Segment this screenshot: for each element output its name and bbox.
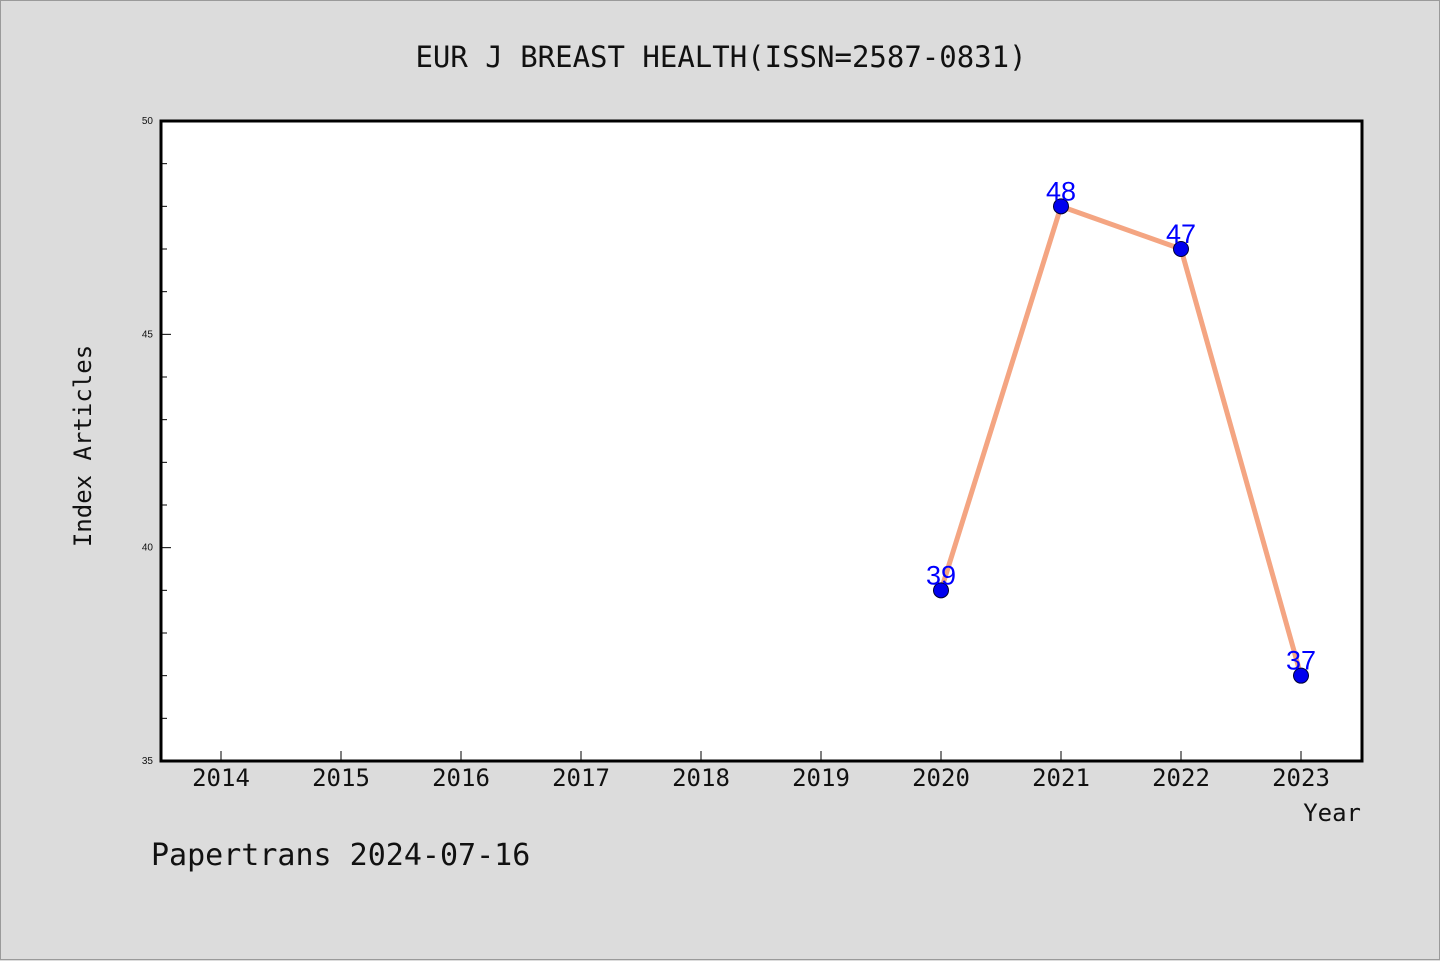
data-label: 48 [1046, 176, 1076, 206]
x-tick-label: 2023 [1272, 764, 1330, 792]
y-tick-label: 50 [142, 116, 154, 127]
series-layer: 39 48 47 37 [926, 176, 1316, 684]
data-label: 39 [926, 560, 956, 590]
x-tick-label: 2015 [312, 764, 370, 792]
data-point [933, 582, 949, 599]
x-axis-label: Year [1303, 799, 1361, 827]
data-point [1173, 241, 1189, 257]
x-tick-label: 2022 [1152, 764, 1210, 792]
x-tick-label: 2021 [1032, 764, 1090, 792]
x-axis: 2014 2015 2016 2017 2018 2019 2020 2021 2022 2023 [192, 751, 1330, 792]
y-axis-label: Index Articles [69, 345, 97, 547]
y-axis: 35 40 45 50 [142, 116, 171, 767]
data-label: 37 [1286, 646, 1316, 676]
series-line [938, 203, 1304, 677]
data-point [1053, 198, 1069, 215]
data-point [1293, 667, 1309, 684]
data-label: 47 [1166, 219, 1196, 249]
plot-area [159, 119, 1364, 763]
x-tick-label: 2018 [672, 764, 730, 792]
x-tick-label: 2020 [912, 764, 970, 792]
y-tick-label: 35 [142, 756, 154, 767]
x-tick-label: 2016 [432, 764, 490, 792]
footer-text: Papertrans 2024-07-16 [151, 838, 530, 873]
x-tick-label: 2017 [552, 764, 610, 792]
y-tick-label: 45 [142, 329, 154, 340]
y-tick-label: 40 [142, 543, 154, 554]
x-tick-label: 2019 [792, 764, 850, 792]
chart-title: EUR J BREAST HEALTH(ISSN=2587-0831) [415, 40, 1026, 74]
x-tick-label: 2014 [192, 764, 250, 792]
